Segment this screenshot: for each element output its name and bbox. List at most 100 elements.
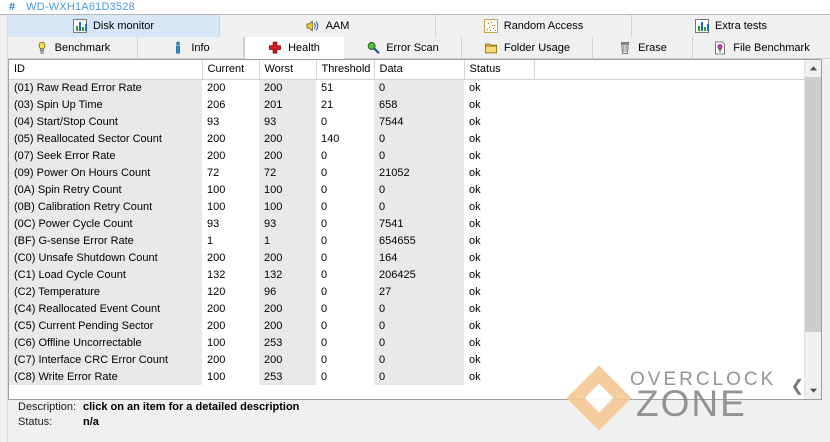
- table-cell: 100: [202, 334, 259, 351]
- table-cell: 0: [374, 334, 464, 351]
- tab-folder-usage[interactable]: Folder Usage: [462, 37, 593, 59]
- table-cell: [534, 351, 804, 368]
- description-value: click on an item for a detailed descript…: [83, 401, 300, 413]
- table-row[interactable]: (C0) Unsafe Shutdown Count 200 200 0 164 ok: [9, 249, 804, 266]
- detail-info-area: Description: click on an item for a deta…: [8, 401, 822, 442]
- column-header-spacer[interactable]: [534, 60, 805, 80]
- table-body: (01) Raw Read Error Rate 200 200 51 0 ok (03) …: [9, 79, 804, 385]
- table-cell: [534, 96, 804, 113]
- table-cell: 206425: [374, 266, 464, 283]
- table-row[interactable]: (01) Raw Read Error Rate 200 200 51 0 ok: [9, 79, 804, 96]
- table-cell: 21052: [374, 164, 464, 181]
- table-cell: 51: [316, 79, 374, 96]
- tab-label: Disk monitor: [92, 19, 155, 32]
- column-header-id[interactable]: ID: [9, 60, 203, 80]
- table-cell: 93: [259, 215, 316, 232]
- table-cell: 0: [316, 317, 374, 334]
- tab-error-scan[interactable]: Error Scan: [344, 37, 462, 59]
- table-row[interactable]: (C1) Load Cycle Count 132 132 0 206425 ok: [9, 266, 804, 283]
- table-row[interactable]: (05) Reallocated Sector Count 200 200 140 0 o…: [9, 130, 804, 147]
- info-icon: [171, 41, 185, 55]
- table-cell: ok: [464, 334, 534, 351]
- table-row[interactable]: (0B) Calibration Retry Count 100 100 0 0 ok: [9, 198, 804, 215]
- table-row[interactable]: (0A) Spin Retry Count 100 100 0 0 ok: [9, 181, 804, 198]
- table-cell: 0: [374, 147, 464, 164]
- table-row[interactable]: (C7) Interface CRC Error Count 200 200 0 0 ok: [9, 351, 804, 368]
- table-cell: 0: [316, 368, 374, 385]
- scrollbar-thumb[interactable]: [805, 77, 821, 332]
- table-row[interactable]: (04) Start/Stop Count 93 93 0 7544 ok: [9, 113, 804, 130]
- table-cell: 201: [259, 96, 316, 113]
- table-row[interactable]: (BF) G-sense Error Rate 1 1 0 654655 ok: [9, 232, 804, 249]
- table-cell: 0: [374, 79, 464, 96]
- vertical-scrollbar[interactable]: [804, 60, 821, 399]
- tab-strip-primary: Disk monitor AAM Random Access Extra: [8, 15, 830, 37]
- table-row[interactable]: (C8) Write Error Rate 100 253 0 0 ok: [9, 368, 804, 385]
- description-line: Description: click on an item for a deta…: [8, 401, 822, 416]
- description-label: Description:: [18, 401, 77, 413]
- table-row[interactable]: (C2) Temperature 120 96 0 27 ok: [9, 283, 804, 300]
- table-cell: 253: [259, 334, 316, 351]
- table-cell: 100: [202, 368, 259, 385]
- smart-attributes-panel: ID Current Worst Threshold Data Status (…: [8, 59, 822, 400]
- table-cell: 93: [259, 113, 316, 130]
- column-header-worst[interactable]: Worst: [259, 60, 317, 80]
- table-cell: 0: [316, 232, 374, 249]
- file-benchmark-icon: [713, 41, 727, 55]
- table-row[interactable]: (C5) Current Pending Sector 200 200 0 0 ok: [9, 317, 804, 334]
- random-dots-icon: [483, 19, 498, 33]
- table-cell: 0: [374, 368, 464, 385]
- table-cell: 200: [202, 317, 259, 334]
- smart-attributes-table: ID Current Worst Threshold Data Status (…: [9, 60, 805, 385]
- table-cell: 1: [259, 232, 316, 249]
- table-cell: 200: [202, 79, 259, 96]
- column-header-current[interactable]: Current: [202, 60, 260, 80]
- table-cell: [534, 164, 804, 181]
- table-cell: ok: [464, 113, 534, 130]
- scroll-up-arrow[interactable]: [805, 60, 821, 77]
- table-cell: 200: [259, 317, 316, 334]
- table-cell: 7541: [374, 215, 464, 232]
- scroll-down-arrow[interactable]: [805, 382, 821, 399]
- table-cell: (C8) Write Error Rate: [9, 368, 202, 385]
- table-cell: 0: [316, 283, 374, 300]
- table-cell: 100: [259, 181, 316, 198]
- table-row[interactable]: (C6) Offline Uncorrectable 100 253 0 0 ok: [9, 334, 804, 351]
- tab-extra-tests[interactable]: Extra tests: [632, 15, 830, 37]
- table-cell: 200: [202, 249, 259, 266]
- table-cell: ok: [464, 198, 534, 215]
- table-cell: (C0) Unsafe Shutdown Count: [9, 249, 202, 266]
- bar-chart-icon: [695, 19, 710, 33]
- table-header-row: ID Current Worst Threshold Data Status: [9, 60, 805, 80]
- table-cell: (07) Seek Error Rate: [9, 147, 202, 164]
- tab-erase[interactable]: Erase: [593, 37, 693, 59]
- table-cell: 0: [316, 351, 374, 368]
- tab-label: File Benchmark: [733, 41, 810, 54]
- tab-label: Extra tests: [715, 19, 767, 32]
- column-header-threshold[interactable]: Threshold: [316, 60, 375, 80]
- table-cell: (C7) Interface CRC Error Count: [9, 351, 202, 368]
- tab-benchmark[interactable]: Benchmark: [8, 37, 138, 59]
- status-line: Status: n/a: [8, 416, 822, 431]
- table-cell: 0: [374, 198, 464, 215]
- tab-health[interactable]: Health: [244, 37, 344, 59]
- table-row[interactable]: (03) Spin Up Time 206 201 21 658 ok: [9, 96, 804, 113]
- table-cell: (BF) G-sense Error Rate: [9, 232, 202, 249]
- column-header-status[interactable]: Status: [464, 60, 535, 80]
- table-row[interactable]: (09) Power On Hours Count 72 72 0 21052 ok: [9, 164, 804, 181]
- table-row[interactable]: (07) Seek Error Rate 200 200 0 0 ok: [9, 147, 804, 164]
- tab-random-access[interactable]: Random Access: [436, 15, 632, 37]
- bar-chart-icon: [72, 19, 87, 33]
- table-row[interactable]: (C4) Reallocated Event Count 200 200 0 0 ok: [9, 300, 804, 317]
- tab-disk-monitor[interactable]: Disk monitor: [8, 15, 220, 37]
- lightbulb-icon: [35, 41, 49, 55]
- tab-label: Random Access: [503, 19, 584, 32]
- table-cell: ok: [464, 351, 534, 368]
- table-row[interactable]: (0C) Power Cycle Count 93 93 0 7541 ok: [9, 215, 804, 232]
- tab-file-benchmark[interactable]: File Benchmark: [693, 37, 830, 59]
- tab-info[interactable]: Info: [138, 37, 244, 59]
- table-cell: 200: [259, 130, 316, 147]
- tab-aam[interactable]: AAM: [220, 15, 436, 37]
- table-cell: [534, 181, 804, 198]
- column-header-data[interactable]: Data: [374, 60, 465, 80]
